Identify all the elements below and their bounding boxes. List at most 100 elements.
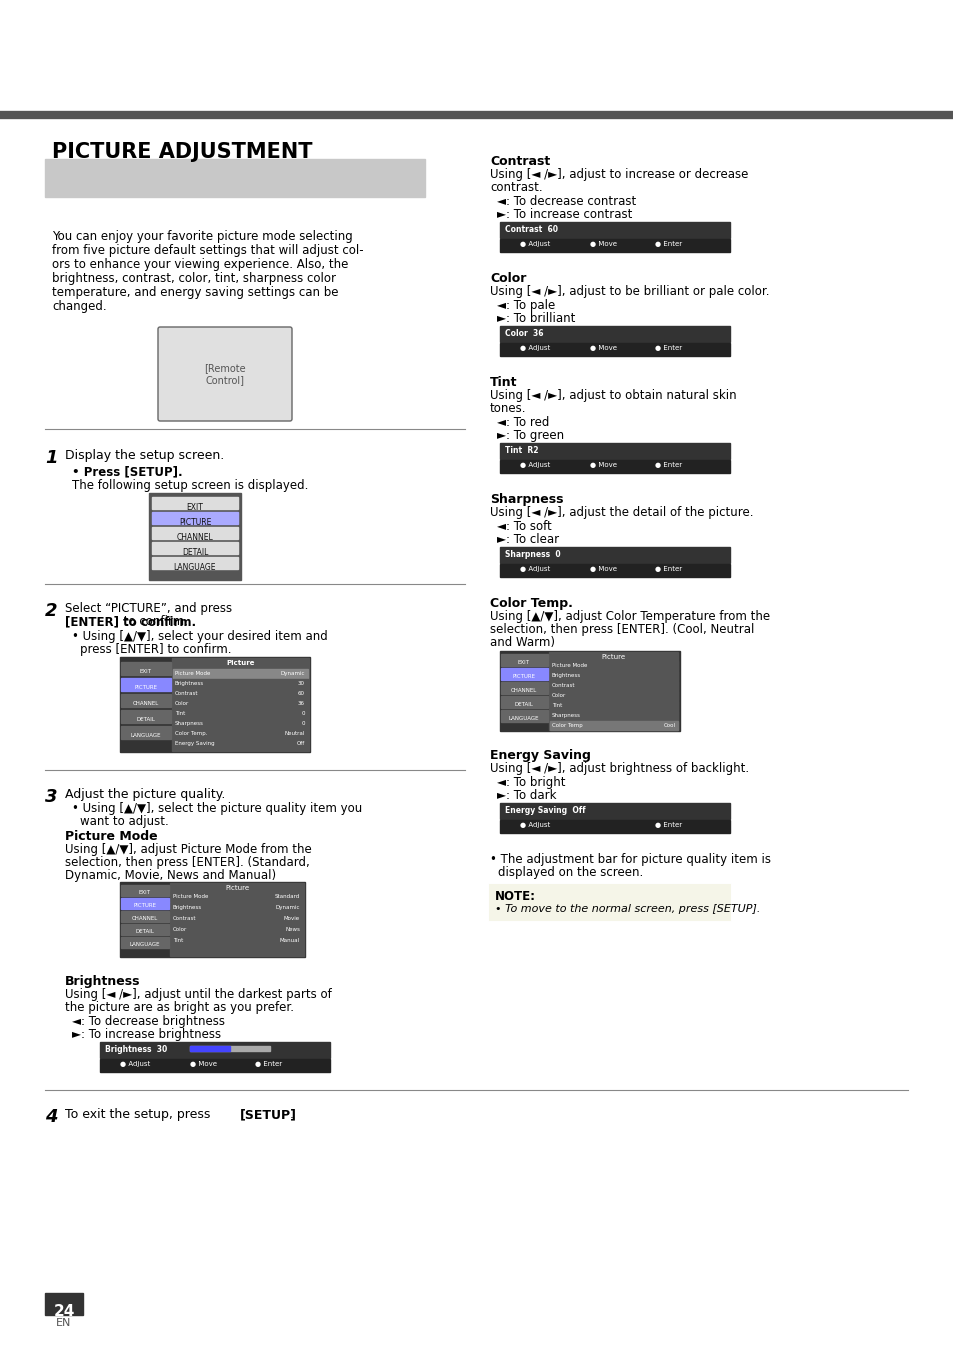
Bar [152,512,237,524]
Text: ● Move: ● Move [190,1061,216,1067]
Bar [45,1293,83,1315]
Bar [550,661,678,670]
Bar [121,678,171,690]
Text: CHANNEL: CHANNEL [176,534,213,542]
Text: Energy Saving  Off: Energy Saving Off [504,807,585,815]
Text: Sharpness: Sharpness [552,713,580,717]
Text: want to adjust.: want to adjust. [80,815,169,828]
Text: .: . [290,1108,294,1121]
Text: ● Enter: ● Enter [655,345,681,351]
Text: LANGUAGE: LANGUAGE [131,734,161,738]
Text: ● Adjust: ● Adjust [519,566,550,571]
Text: Picture Mode: Picture Mode [174,671,211,676]
Bar [550,671,678,680]
Text: Color Temp.: Color Temp. [490,597,572,611]
Text: EXIT: EXIT [517,661,530,665]
Text: • The adjustment bar for picture quality item is: • The adjustment bar for picture quality… [490,852,770,866]
Bar [172,730,308,738]
Text: PICTURE ADJUSTMENT: PICTURE ADJUSTMENT [52,142,313,162]
Text: LANGUAGE: LANGUAGE [130,942,160,947]
Bar [172,719,308,728]
Text: Picture Mode: Picture Mode [65,830,157,843]
Text: 2: 2 [45,603,57,620]
Bar [100,1059,330,1071]
Bar [172,680,308,688]
Text: ►: To green: ►: To green [497,430,563,442]
Text: the picture are as bright as you prefer.: the picture are as bright as you prefer. [65,1001,294,1015]
FancyBboxPatch shape [158,327,292,422]
Text: Tint  R2: Tint R2 [504,446,537,455]
Bar [500,696,547,708]
Text: Adjust the picture quality.: Adjust the picture quality. [65,788,225,801]
Text: ● Adjust: ● Adjust [519,345,550,351]
Text: Color: Color [172,927,187,932]
Text: CHANNEL: CHANNEL [132,916,158,921]
Text: ►: To clear: ►: To clear [497,534,558,546]
Bar [499,651,679,731]
Text: Brightness: Brightness [174,681,204,686]
Text: ● Adjust: ● Adjust [120,1061,150,1067]
Text: Color: Color [552,693,566,698]
Text: Using [◄ /►], adjust until the darkest parts of: Using [◄ /►], adjust until the darkest p… [65,988,332,1001]
Text: Picture Mode: Picture Mode [172,894,208,898]
Bar [121,924,169,935]
Text: selection, then press [ENTER]. (Standard,: selection, then press [ENTER]. (Standard… [65,857,310,869]
Text: • Using [▲/▼], select the picture quality item you: • Using [▲/▼], select the picture qualit… [71,802,362,815]
Text: Picture: Picture [225,885,249,892]
Text: ● Adjust: ● Adjust [519,240,550,247]
Bar [171,892,303,901]
Text: ►: To brilliant: ►: To brilliant [497,312,575,326]
Text: Brightness: Brightness [65,975,140,988]
Text: Select “PICTURE”, and press: Select “PICTURE”, and press [65,603,235,615]
Text: ◄: To bright: ◄: To bright [497,775,565,789]
Text: 0: 0 [301,711,305,716]
Text: ● Move: ● Move [589,462,617,467]
Bar [100,1042,330,1058]
Bar [152,497,237,509]
Text: Using [◄ /►], adjust the detail of the picture.: Using [◄ /►], adjust the detail of the p… [490,507,753,519]
Text: ● Enter: ● Enter [655,821,681,828]
Bar [171,915,303,923]
Text: Using [▲/▼], adjust Picture Mode from the: Using [▲/▼], adjust Picture Mode from th… [65,843,312,857]
Text: ● Enter: ● Enter [254,1061,282,1067]
Text: DETAIL: DETAIL [182,549,208,557]
Text: ● Enter: ● Enter [655,462,681,467]
Text: Brightness  30: Brightness 30 [105,1046,167,1054]
Bar [171,936,303,944]
Text: ◄: To pale: ◄: To pale [497,299,555,312]
Text: temperature, and energy saving settings can be: temperature, and energy saving settings … [52,286,338,299]
Bar [550,681,678,690]
Text: DETAIL: DETAIL [514,703,533,707]
Text: selection, then press [ENTER]. (Cool, Neutral: selection, then press [ENTER]. (Cool, Ne… [490,623,754,636]
Bar [121,725,171,739]
Text: LANGUAGE: LANGUAGE [508,716,538,721]
Bar [172,658,309,751]
Text: Display the setup screen.: Display the setup screen. [65,449,224,462]
Text: ◄: To red: ◄: To red [497,416,549,430]
Bar [190,1046,230,1051]
Text: 60: 60 [297,690,305,696]
Text: News: News [285,927,299,932]
Text: Using [◄ /►], adjust to increase or decrease: Using [◄ /►], adjust to increase or decr… [490,168,747,181]
Text: ◄: To soft: ◄: To soft [497,520,551,534]
Text: tones.: tones. [490,403,526,415]
Text: ◄: To decrease contrast: ◄: To decrease contrast [497,195,636,208]
Bar [499,326,729,342]
Bar [499,459,729,473]
Text: Color Temp.: Color Temp. [174,731,208,736]
Text: • To move to the normal screen, press [SETUP].: • To move to the normal screen, press [S… [495,904,760,915]
Text: 0: 0 [301,721,305,725]
Bar [500,654,547,666]
Bar [121,711,171,723]
Text: to confirm.: to confirm. [120,615,188,628]
Bar [500,682,547,694]
Text: changed.: changed. [52,300,107,313]
Text: contrast.: contrast. [490,181,542,195]
Bar [499,802,729,819]
Text: You can enjoy your favorite picture mode selecting: You can enjoy your favorite picture mode… [52,230,353,243]
Text: Picture Mode: Picture Mode [552,663,587,667]
Text: The following setup screen is displayed.: The following setup screen is displayed. [71,480,308,492]
Text: Tint: Tint [174,711,185,716]
Text: brightness, contrast, color, tint, sharpness color: brightness, contrast, color, tint, sharp… [52,272,335,285]
Bar [499,443,729,459]
